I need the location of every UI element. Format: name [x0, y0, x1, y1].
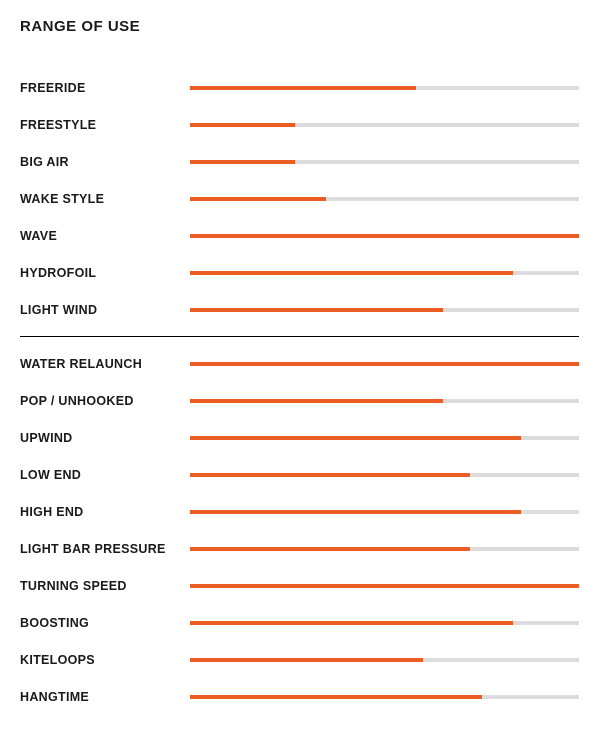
metric-label: LOW END	[20, 468, 190, 482]
bar-track	[190, 658, 579, 662]
bar-fill	[190, 695, 482, 699]
bar-track	[190, 695, 579, 699]
bars-group-2: WATER RELAUNCH POP / UNHOOKED UPWIND LOW EN…	[20, 345, 579, 715]
metric-label: LIGHT BAR PRESSURE	[20, 542, 190, 556]
bar-track	[190, 234, 579, 238]
bar-track	[190, 584, 579, 588]
metric-label: UPWIND	[20, 431, 190, 445]
bar-track	[190, 473, 579, 477]
metric-row: LIGHT BAR PRESSURE	[20, 530, 579, 567]
metric-row: HIGH END	[20, 493, 579, 530]
bar-fill	[190, 584, 579, 588]
bar-fill	[190, 473, 470, 477]
bar-fill	[190, 510, 521, 514]
bar-track	[190, 308, 579, 312]
metric-label: LIGHT WIND	[20, 303, 190, 317]
metric-label: FREESTYLE	[20, 118, 190, 132]
bar-track	[190, 399, 579, 403]
bar-track	[190, 621, 579, 625]
bar-fill	[190, 234, 579, 238]
bar-fill	[190, 123, 295, 127]
bar-fill	[190, 436, 521, 440]
bar-fill	[190, 399, 443, 403]
bar-fill	[190, 308, 443, 312]
metric-row: UPWIND	[20, 419, 579, 456]
bar-fill	[190, 621, 513, 625]
metric-label: POP / UNHOOKED	[20, 394, 190, 408]
bar-track	[190, 362, 579, 366]
metric-row: WAVE	[20, 217, 579, 254]
metric-row: HYDROFOIL	[20, 254, 579, 291]
metric-label: WAKE STYLE	[20, 192, 190, 206]
metric-label: WATER RELAUNCH	[20, 357, 190, 371]
metric-label: TURNING SPEED	[20, 579, 190, 593]
metric-row: FREERIDE	[20, 69, 579, 106]
bar-fill	[190, 547, 470, 551]
metric-label: WAVE	[20, 229, 190, 243]
metric-label: HIGH END	[20, 505, 190, 519]
bar-track	[190, 436, 579, 440]
group-divider	[20, 336, 579, 337]
bar-track	[190, 160, 579, 164]
metric-row: LOW END	[20, 456, 579, 493]
metric-label: FREERIDE	[20, 81, 190, 95]
metric-row: WATER RELAUNCH	[20, 345, 579, 382]
bars-group-1: FREERIDE FREESTYLE BIG AIR WAKE STYLE WAVE HY…	[20, 69, 579, 328]
metric-label: KITELOOPS	[20, 653, 190, 667]
metric-row: BOOSTING	[20, 604, 579, 641]
bar-track	[190, 123, 579, 127]
bar-fill	[190, 86, 416, 90]
bar-fill	[190, 271, 513, 275]
metric-label: HYDROFOIL	[20, 266, 190, 280]
bar-track	[190, 547, 579, 551]
bar-track	[190, 197, 579, 201]
metric-label: BIG AIR	[20, 155, 190, 169]
section-title: RANGE OF USE	[20, 18, 579, 35]
bar-track	[190, 510, 579, 514]
metric-label: BOOSTING	[20, 616, 190, 630]
metric-row: POP / UNHOOKED	[20, 382, 579, 419]
bar-track	[190, 271, 579, 275]
metric-row: HANGTIME	[20, 678, 579, 715]
bar-fill	[190, 658, 423, 662]
metric-row: BIG AIR	[20, 143, 579, 180]
metric-row: KITELOOPS	[20, 641, 579, 678]
bar-fill	[190, 160, 295, 164]
metric-label: HANGTIME	[20, 690, 190, 704]
metric-row: TURNING SPEED	[20, 567, 579, 604]
bar-fill	[190, 362, 579, 366]
metric-row: WAKE STYLE	[20, 180, 579, 217]
bar-track	[190, 86, 579, 90]
metric-row: LIGHT WIND	[20, 291, 579, 328]
metric-row: FREESTYLE	[20, 106, 579, 143]
bar-fill	[190, 197, 326, 201]
